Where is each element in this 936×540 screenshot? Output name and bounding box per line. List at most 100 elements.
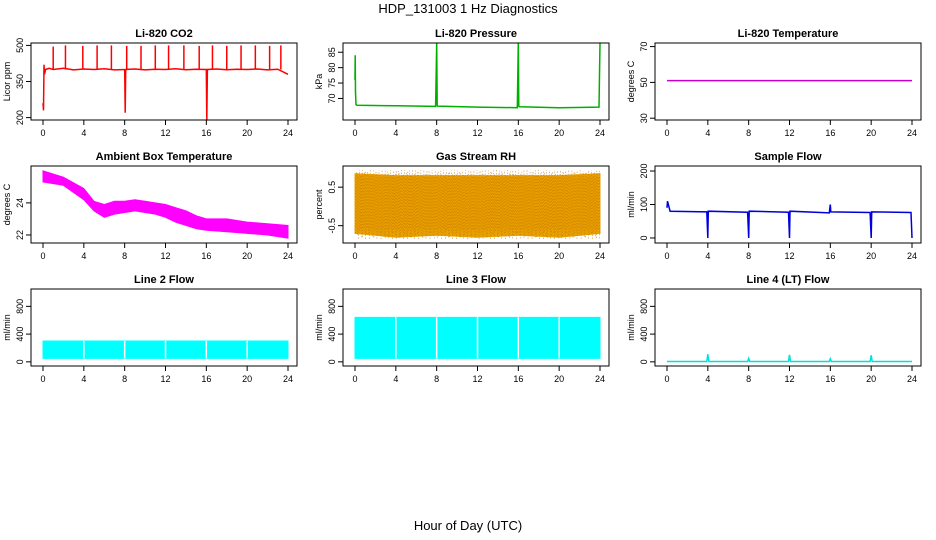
x-tick-label: 20	[554, 128, 564, 138]
x-tick-label: 12	[160, 374, 170, 384]
panel-title: Line 3 Flow	[446, 274, 506, 286]
x-tick-label: 4	[705, 128, 710, 138]
y-tick-label: 400	[15, 327, 25, 342]
panel-sample_flow: Sample Flow 0 4 8 12 16 20 24 0 100 200 ml/min	[626, 151, 922, 261]
x-tick-label: 16	[513, 374, 523, 384]
y-tick-label: 0	[639, 359, 649, 364]
x-tick-label: 8	[122, 128, 127, 138]
x-tick-label: 4	[81, 251, 86, 261]
plot-frame	[30, 42, 298, 121]
y-tick-label: 350	[15, 74, 25, 89]
x-tick-label: 16	[201, 128, 211, 138]
x-tick-label: 12	[472, 128, 482, 138]
x-tick-label: 8	[434, 128, 439, 138]
y-tick-label: 100	[639, 197, 649, 212]
x-tick-label: 8	[122, 374, 127, 384]
y-axis-label: kPa	[314, 74, 324, 90]
data-band	[42, 170, 289, 239]
x-tick-label: 16	[825, 251, 835, 261]
y-tick-label: 30	[639, 113, 649, 123]
panel-title: Line 2 Flow	[134, 274, 194, 286]
panel-title: Li-820 Temperature	[738, 28, 839, 40]
y-axis-label: percent	[314, 189, 324, 220]
x-tick-label: 12	[784, 374, 794, 384]
x-tick-label: 0	[40, 374, 45, 384]
y-axis-label: degrees C	[2, 183, 12, 225]
y-tick-label: 0	[639, 235, 649, 240]
x-tick-label: 12	[784, 251, 794, 261]
x-tick-label: 24	[283, 128, 293, 138]
plot-frame	[342, 42, 610, 121]
plot-area	[666, 201, 913, 239]
y-tick-label: 800	[327, 299, 337, 314]
plot-area	[354, 316, 601, 359]
x-tick-label: 24	[907, 128, 917, 138]
y-tick-label: 75	[327, 78, 337, 88]
x-tick-label: 8	[434, 251, 439, 261]
x-tick-label: 12	[472, 374, 482, 384]
x-tick-label: 16	[201, 374, 211, 384]
plot-area	[354, 43, 601, 109]
y-tick-label: 800	[15, 299, 25, 314]
x-tick-label: 16	[825, 128, 835, 138]
x-tick-label: 4	[81, 128, 86, 138]
x-tick-label: 20	[554, 251, 564, 261]
x-tick-label: 20	[554, 374, 564, 384]
x-tick-label: 16	[825, 374, 835, 384]
y-tick-label: 24	[15, 198, 25, 208]
y-axis-label: ml/min	[626, 191, 636, 218]
x-tick-label: 20	[242, 374, 252, 384]
y-tick-label: 0	[15, 359, 25, 364]
x-tick-label: 4	[393, 128, 398, 138]
x-tick-label: 12	[160, 128, 170, 138]
plot-area	[667, 354, 912, 363]
data-line	[666, 201, 913, 239]
x-tick-label: 24	[907, 374, 917, 384]
x-tick-label: 24	[283, 251, 293, 261]
x-tick-label: 12	[160, 251, 170, 261]
x-tick-label: 24	[595, 251, 605, 261]
plot-area	[42, 170, 289, 239]
x-tick-label: 20	[242, 128, 252, 138]
x-tick-label: 16	[201, 251, 211, 261]
y-tick-label: 200	[15, 110, 25, 125]
x-tick-label: 8	[434, 374, 439, 384]
x-tick-label: 0	[352, 374, 357, 384]
y-axis-label: ml/min	[2, 314, 12, 341]
plot-area	[354, 169, 601, 240]
panel-title: Li-820 Pressure	[435, 28, 517, 40]
panel-title: Ambient Box Temperature	[96, 151, 233, 163]
y-tick-label: 200	[639, 164, 649, 179]
x-tick-label: 8	[122, 251, 127, 261]
y-axis-label: ml/min	[626, 314, 636, 341]
x-tick-label: 4	[393, 374, 398, 384]
plot-frame	[30, 165, 298, 244]
plot-frame	[654, 165, 922, 244]
plot-area	[42, 45, 289, 120]
x-tick-label: 24	[907, 251, 917, 261]
x-tick-label: 0	[664, 128, 669, 138]
x-tick-label: 20	[866, 251, 876, 261]
plot-frame	[342, 165, 610, 244]
x-tick-label: 16	[513, 128, 523, 138]
x-tick-label: 20	[242, 251, 252, 261]
x-tick-label: 4	[393, 251, 398, 261]
x-tick-label: 0	[352, 251, 357, 261]
plot-frame	[342, 288, 610, 367]
x-axis-title: Hour of Day (UTC)	[413, 518, 523, 533]
x-tick-label: 0	[40, 128, 45, 138]
y-axis-label: degrees C	[626, 60, 636, 102]
y-tick-label: 0	[327, 359, 337, 364]
y-tick-label: 70	[639, 42, 649, 52]
x-tick-label: 12	[472, 251, 482, 261]
x-tick-label: 8	[746, 251, 751, 261]
plot-frame	[30, 288, 298, 367]
y-tick-label: 70	[327, 93, 337, 103]
data-band	[354, 173, 601, 238]
panel-title: Gas Stream RH	[436, 151, 516, 163]
plot-area	[42, 340, 289, 359]
